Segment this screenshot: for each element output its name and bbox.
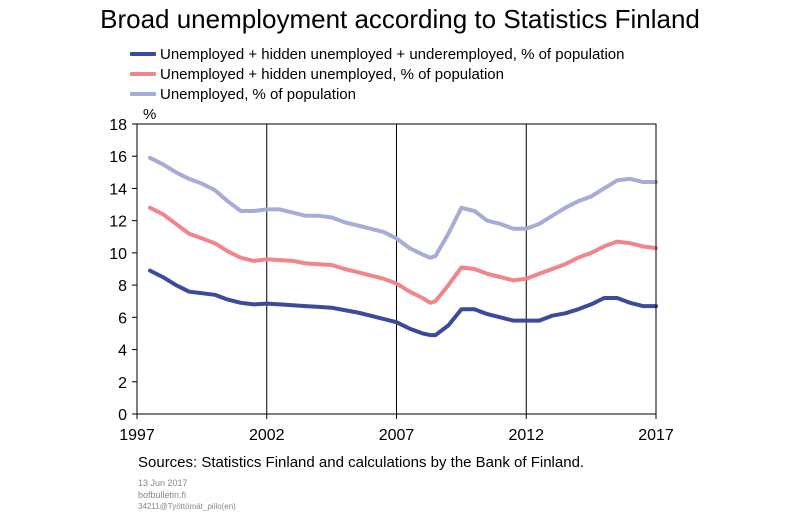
y-tick-label-4: 8 — [118, 278, 127, 295]
y-tick-label-6: 12 — [109, 214, 127, 231]
publish-date: 13 Jun 2017 — [138, 478, 188, 488]
y-tick-label-8: 16 — [109, 149, 127, 166]
series-line-1 — [148, 205, 658, 305]
legend-item-1: Unemployed + hidden unemployed, % of pop… — [130, 64, 625, 84]
x-tick-label-0: 1997 — [119, 427, 155, 444]
y-tick-label-9: 18 — [109, 117, 127, 134]
x-tick-label-1: 2002 — [249, 427, 285, 444]
y-tick-label-2: 4 — [118, 343, 127, 360]
legend-label-1: Unemployed + hidden unemployed, % of pop… — [160, 65, 504, 83]
legend-label-2: Unemployed, % of population — [160, 85, 356, 103]
y-tick-label-7: 14 — [109, 181, 127, 198]
y-tick-label-1: 2 — [118, 375, 127, 392]
x-tick-label-4: 2017 — [638, 427, 674, 444]
legend-swatch-0 — [130, 52, 156, 56]
legend-label-0: Unemployed + hidden unemployed + underem… — [160, 45, 625, 63]
x-tick-label-2: 2007 — [379, 427, 415, 444]
axis-ticks: 1997 2002 2007 2012 2017 0 2 4 6 8 10 12 14 16 18 — [109, 117, 674, 444]
legend: Unemployed + hidden unemployed + underem… — [130, 44, 625, 104]
legend-item-2: Unemployed, % of population — [130, 84, 625, 104]
legend-swatch-1 — [130, 72, 156, 76]
chart-code: 34211@Työttömät_piilo(en) — [138, 502, 236, 511]
y-axis-unit: % — [143, 106, 156, 123]
series-line-0 — [148, 268, 658, 338]
legend-swatch-2 — [130, 92, 156, 96]
legend-item-0: Unemployed + hidden unemployed + underem… — [130, 44, 625, 64]
source-note: Sources: Statistics Finland and calculat… — [138, 454, 585, 471]
series-line-2 — [148, 155, 658, 260]
x-tick-label-3: 2012 — [508, 427, 544, 444]
site-name: bofbulletin.fi — [138, 490, 187, 500]
grid — [266, 124, 527, 414]
y-tick-label-0: 0 — [118, 407, 127, 424]
series-lines — [148, 155, 658, 338]
y-tick-label-3: 6 — [118, 310, 127, 327]
y-tick-label-5: 10 — [109, 246, 127, 263]
chart-title: Broad unemployment according to Statisti… — [100, 4, 700, 34]
